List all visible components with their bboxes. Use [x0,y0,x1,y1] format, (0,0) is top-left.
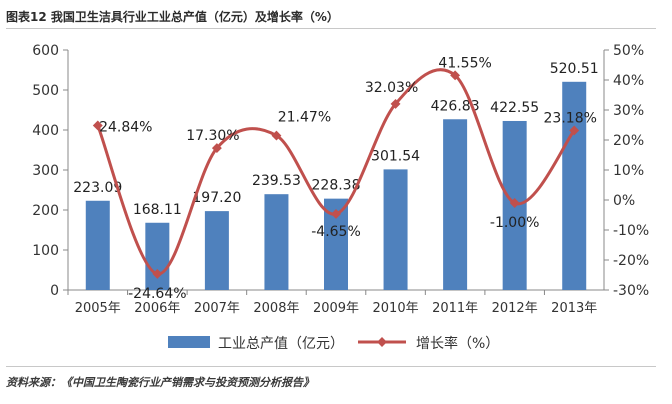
bar [85,200,110,290]
bar-value-label: 223.09 [73,180,122,196]
source-note: 资料来源：《中国卫生陶瓷行业产销需求与投资预测分析报告》 [6,376,314,389]
bar [443,119,468,290]
right-tick-label: 10% [613,163,644,179]
line-point [92,120,103,131]
left-tick-label: 600 [32,43,59,59]
line-series: 24.84% -24.64% 17.30% 21.47% -4.65% 32.03% 41.… [92,55,597,302]
left-tick-label: 400 [32,123,59,139]
bar [145,222,170,290]
left-tick-label: 200 [32,203,59,219]
bar-value-label: 228.38 [312,178,361,194]
line-value-label: 23.18% [544,110,597,126]
line-value-label: 41.55% [438,55,491,71]
source-divider [6,366,656,367]
bar-value-label: 422.55 [490,100,539,116]
line-point [211,143,222,154]
x-tick-label: 2007年 [194,301,240,316]
right-tick-label: -10% [613,223,649,239]
axes: 0 100 200 300 400 500 600 -30% -20% -10% 0% 10% 20% 3… [32,43,649,316]
legend-bar-label: 工业总产值（亿元） [218,336,344,352]
bar-value-label: 301.54 [371,148,420,164]
line-value-label: -1.00% [490,215,540,231]
legend-bar-swatch [168,336,210,348]
bar [264,194,289,290]
bar [562,81,587,291]
right-tick-label: 0% [613,193,635,209]
x-tick-label: 2006年 [134,301,180,316]
combo-chart: 0 100 200 300 400 500 600 -30% -20% -10% 0% 10% 20% 3… [32,43,649,352]
line-value-label: -4.65% [311,224,361,240]
x-tick-label: 2010年 [373,301,419,316]
bar-value-label: 520.51 [550,61,599,77]
bar-value-label: 426.83 [431,98,480,114]
line-value-label: 21.47% [278,110,331,126]
line-point [271,130,282,141]
x-tick-label: 2012年 [492,301,538,316]
x-tick-label: 2008年 [253,301,299,316]
bar-value-label: 197.20 [192,190,241,206]
line-value-label: -24.64% [128,286,186,302]
right-tick-label: -20% [613,253,649,269]
line-point [331,209,341,219]
x-tick-label: 2011年 [432,301,478,316]
right-tick-label: 20% [613,133,644,149]
chart-title: 图表12 我国卫生洁具行业工业总产值（亿元）及增长率（%） [6,10,339,24]
left-tick-label: 100 [32,243,59,259]
legend-line-marker [377,337,387,347]
bar-value-label: 239.53 [252,173,301,189]
bar [204,211,229,290]
legend-line-label: 增长率（%） [416,335,499,352]
x-tick-label: 2013年 [551,301,597,316]
right-tick-label: 50% [613,43,644,59]
legend: 工业总产值（亿元） 增长率（%） [168,335,499,352]
left-tick-label: 300 [32,163,59,179]
right-tick-label: -30% [613,283,649,299]
left-tick-label: 0 [50,283,59,299]
line-point [569,125,580,136]
line-value-label: 24.84% [99,119,152,135]
line-value-label: 17.30% [186,128,239,144]
line-point [152,268,163,279]
right-tick-label: 40% [613,73,644,89]
x-tick-label: 2009年 [313,301,359,316]
title-divider [6,28,656,29]
left-tick-label: 500 [32,83,59,99]
bar [383,169,408,290]
line-value-label: 32.03% [365,80,418,96]
bar-series: 223.09 168.11 197.20 239.53 228.38 301.54 426.… [73,61,599,291]
right-tick-label: 30% [613,103,644,119]
x-tick-label: 2005年 [75,301,121,316]
bar-value-label: 168.11 [133,202,182,218]
